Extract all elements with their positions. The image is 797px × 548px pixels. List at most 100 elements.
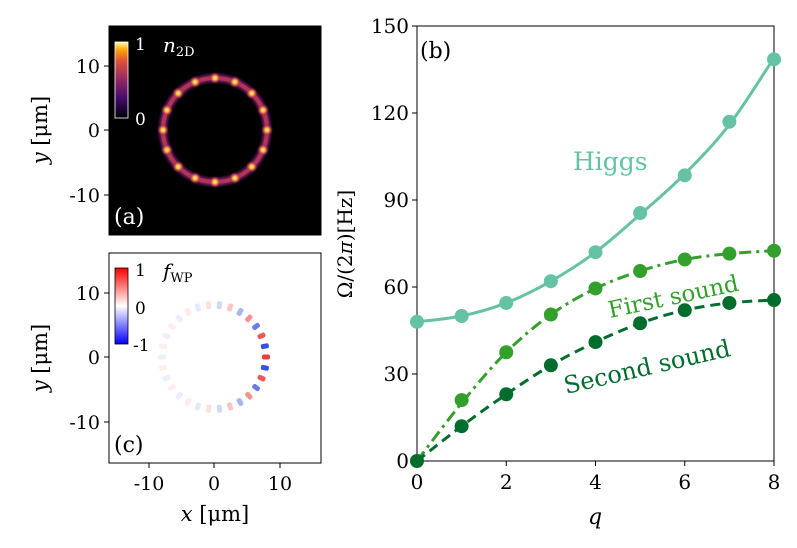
series-point-second-sound xyxy=(722,295,737,310)
c-ytick-label-m10: -10 xyxy=(69,412,100,434)
series-label-first-sound: First sound xyxy=(606,271,741,324)
b-xtick-label: 4 xyxy=(589,470,602,494)
density-peak xyxy=(189,172,202,185)
density-colorbar xyxy=(114,41,129,119)
series-point-second-sound xyxy=(633,316,648,331)
series-point-higgs xyxy=(633,206,648,221)
series-point-first-sound xyxy=(767,243,781,258)
density-peak xyxy=(160,143,173,156)
density-colorbar-max: 1 xyxy=(135,35,146,55)
series-point-higgs xyxy=(588,245,603,260)
wavepacket-colorbar xyxy=(114,267,129,345)
wavepacket-stripe xyxy=(236,307,244,316)
density-peak xyxy=(257,104,270,117)
density-peak xyxy=(261,124,273,136)
panel-b-series-points xyxy=(410,52,781,468)
panel-c-label: (c) xyxy=(114,433,144,458)
a-ytick-label-0: 0 xyxy=(88,120,100,142)
density-peak xyxy=(257,143,270,156)
series-point-first-sound xyxy=(543,307,558,322)
series-point-first-sound xyxy=(677,252,692,267)
wavepacket-colorbar-max: 1 xyxy=(135,261,146,281)
wavepacket-stripe xyxy=(168,322,176,331)
series-point-second-sound xyxy=(410,454,424,468)
wavepacket-stripe xyxy=(257,374,266,382)
series-point-second-sound xyxy=(588,335,603,350)
b-xtick-label: 6 xyxy=(678,470,691,494)
series-point-first-sound xyxy=(499,345,514,360)
density-peak xyxy=(228,75,241,88)
series-point-first-sound xyxy=(722,246,737,261)
series-point-higgs xyxy=(677,168,692,183)
a-ytick-label-10: 10 xyxy=(76,56,100,78)
wavepacket-stripe xyxy=(168,383,176,392)
c-ytick-label-10: 10 xyxy=(76,283,100,305)
density-peak xyxy=(189,75,202,88)
b-xtick-label: 0 xyxy=(411,470,424,494)
c-xtick-label-0: 0 xyxy=(208,473,220,495)
b-ytick-label: 150 xyxy=(371,14,409,38)
b-xlabel: q xyxy=(588,505,602,530)
density-ring xyxy=(157,72,273,188)
c-ylabel: y [μm] xyxy=(28,324,52,394)
panel-c-wavepacket: 1 0 -1 fWP (c) 10 0 -10 y [μm] -10 0 10 … xyxy=(28,252,322,526)
wavepacket-stripe xyxy=(252,322,260,331)
series-point-higgs xyxy=(410,314,424,329)
series-point-second-sound xyxy=(499,387,514,402)
b-ytick-label: 60 xyxy=(384,275,409,299)
wavepacket-stripe xyxy=(216,301,223,310)
wavepacket-stripe xyxy=(159,343,168,350)
wavepacket-stripe xyxy=(159,364,168,371)
density-peak xyxy=(172,87,185,100)
series-point-higgs xyxy=(722,114,737,129)
density-peak xyxy=(209,72,221,84)
wavepacket-stripe xyxy=(205,301,212,310)
wavepacket-stripe xyxy=(260,364,269,371)
series-point-second-sound xyxy=(767,293,781,308)
series-label-higgs: Higgs xyxy=(573,147,648,176)
wavepacket-stripe xyxy=(245,314,253,323)
density-peak xyxy=(172,160,185,173)
wavepacket-stripe xyxy=(226,303,234,312)
wavepacket-stripe xyxy=(226,402,234,411)
series-point-higgs xyxy=(767,52,781,67)
panel-b-series-lines xyxy=(415,57,776,463)
density-colorbar-label: n2D xyxy=(163,33,195,60)
b-ytick-label: 0 xyxy=(396,449,409,473)
wavepacket-stripe xyxy=(184,398,192,407)
series-point-first-sound xyxy=(454,393,469,408)
series-point-first-sound xyxy=(633,264,648,279)
b-ytick-label: 90 xyxy=(384,188,409,212)
series-point-second-sound xyxy=(677,303,692,318)
c-ytick-label-0: 0 xyxy=(88,347,100,369)
wavepacket-stripe xyxy=(162,332,171,340)
series-point-higgs xyxy=(499,295,514,310)
panel-b-label: (b) xyxy=(420,39,451,64)
b-ytick-label: 120 xyxy=(371,101,409,125)
series-point-higgs xyxy=(454,309,469,323)
wavepacket-stripe xyxy=(260,343,269,350)
wavepacket-stripe xyxy=(158,354,166,360)
wavepacket-stripe xyxy=(184,307,192,316)
c-xtick-label-m10: -10 xyxy=(134,473,165,495)
series-point-first-sound xyxy=(588,281,603,296)
panel-b-dispersion-chart: (b) 0 2 4 6 8 0 30 60 90 120 150 Higgs First sound… xyxy=(333,14,781,530)
c-xlabel: x [μm] xyxy=(181,502,249,526)
b-ylabel: Ω/(2π)[Hz] xyxy=(333,190,357,298)
b-ytick-label: 30 xyxy=(384,362,409,386)
wavepacket-stripe xyxy=(262,354,270,360)
c-xtick-label-10: 10 xyxy=(268,473,292,495)
a-ytick-label-m10: -10 xyxy=(69,185,100,207)
density-peak xyxy=(245,160,258,173)
density-peak xyxy=(209,176,221,188)
density-peak xyxy=(157,124,169,136)
wavepacket-stripe xyxy=(252,383,260,392)
series-point-higgs xyxy=(543,274,558,289)
wavepacket-stripe xyxy=(194,402,202,411)
wavepacket-stripe xyxy=(194,303,202,312)
density-colorbar-min: 0 xyxy=(135,110,146,130)
wavepacket-stripe xyxy=(175,391,183,400)
series-label-second-sound: Second sound xyxy=(561,334,733,400)
panel-b-frame xyxy=(416,25,775,462)
